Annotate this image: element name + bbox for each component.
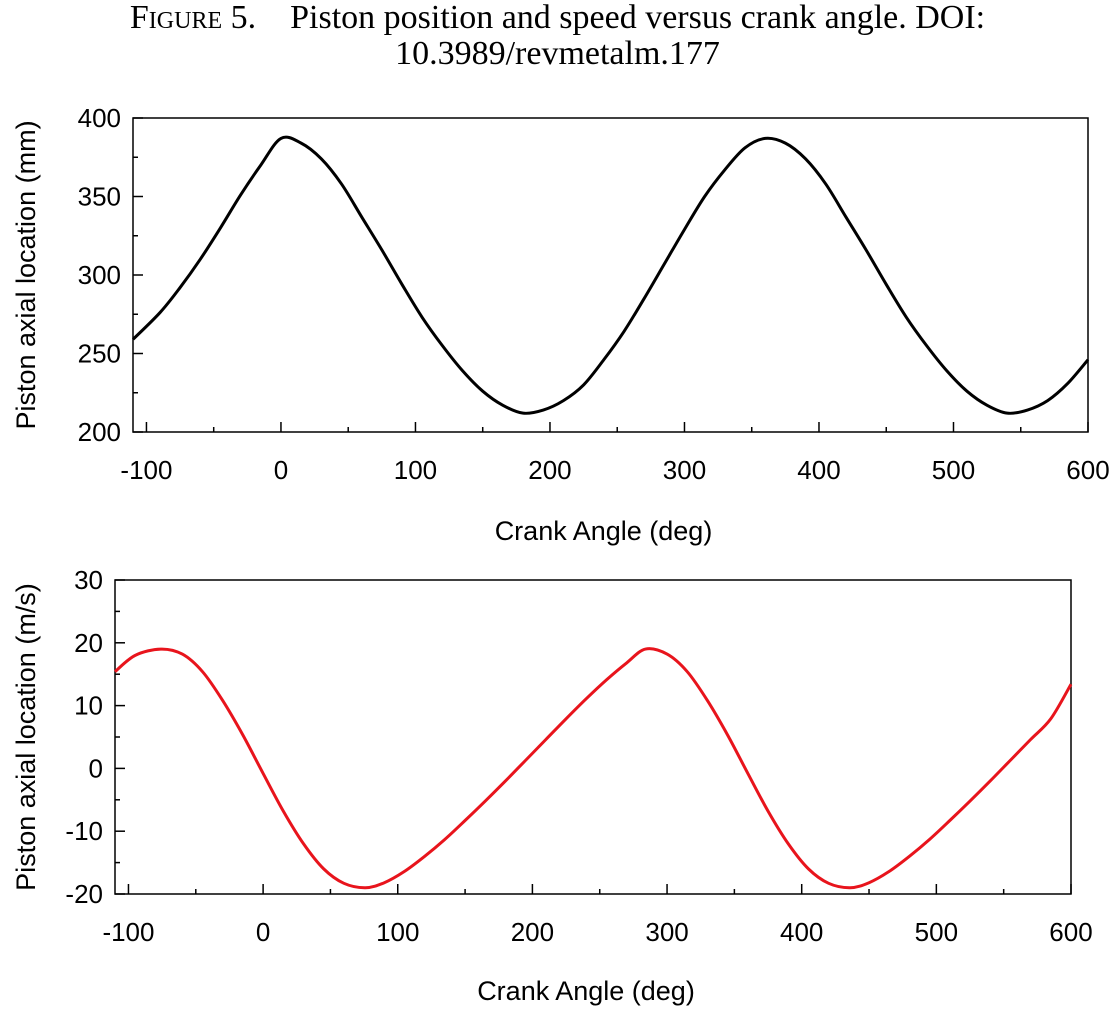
x-axis-label: Crank Angle (deg) [477,976,695,1006]
caption-line-1: Figure 5. Piston position and speed vers… [0,0,1115,36]
x-tick-label: 0 [256,917,270,947]
x-tick-label: 600 [1066,455,1109,485]
y-tick-label: 10 [74,691,103,721]
y-tick-label: -20 [65,879,103,909]
x-tick-label: 200 [511,917,554,947]
x-tick-label: 400 [780,917,823,947]
x-axis-label: Crank Angle (deg) [495,516,713,546]
x-tick-label: -100 [102,917,154,947]
speed-chart: -100 0 100 200 300 400 500 600-20-100102030Cran… [11,565,1093,1006]
caption-text-1: Piston position and speed versus crank a… [290,0,986,36]
x-tick-label: 300 [645,917,688,947]
plot-frame [114,579,1072,895]
y-tick-label: 0 [89,753,103,783]
figure-label: Figure 5. [129,0,257,36]
y-tick-label: 350 [78,182,121,212]
x-tick-label: 200 [528,455,571,485]
x-tick-label: -100 [120,455,172,485]
y-tick-label: 300 [78,260,121,290]
x-tick-label: 500 [932,455,975,485]
y-tick-label: 200 [78,417,121,447]
caption-line-2: 10.3989/revmetalm.177 [395,35,720,72]
y-axis-label: Piston axial location (m/s) [11,583,41,891]
y-tick-label: 20 [74,628,103,658]
series-line [114,647,1073,890]
x-tick-label: 400 [797,455,840,485]
x-tick-label: 100 [376,917,419,947]
figure-caption: Figure 5. Piston position and speed vers… [0,0,1115,72]
x-tick-label: 300 [663,455,706,485]
x-tick-label: 500 [915,917,958,947]
y-tick-label: 250 [78,339,121,369]
position-chart: -100 0 100 200 300 400 500 600 200 250 300 350 400 Cr… [11,103,1110,546]
y-tick-label: 30 [74,565,103,595]
y-axis-label: Piston axial location (mm) [11,120,41,429]
x-tick-label: 100 [394,455,437,485]
x-tick-label: 0 [274,455,288,485]
series-line [131,135,1090,415]
y-tick-label: -10 [65,816,103,846]
plot-frame [132,117,1089,433]
y-tick-label: 400 [78,103,121,133]
x-tick-label: 600 [1049,917,1092,947]
